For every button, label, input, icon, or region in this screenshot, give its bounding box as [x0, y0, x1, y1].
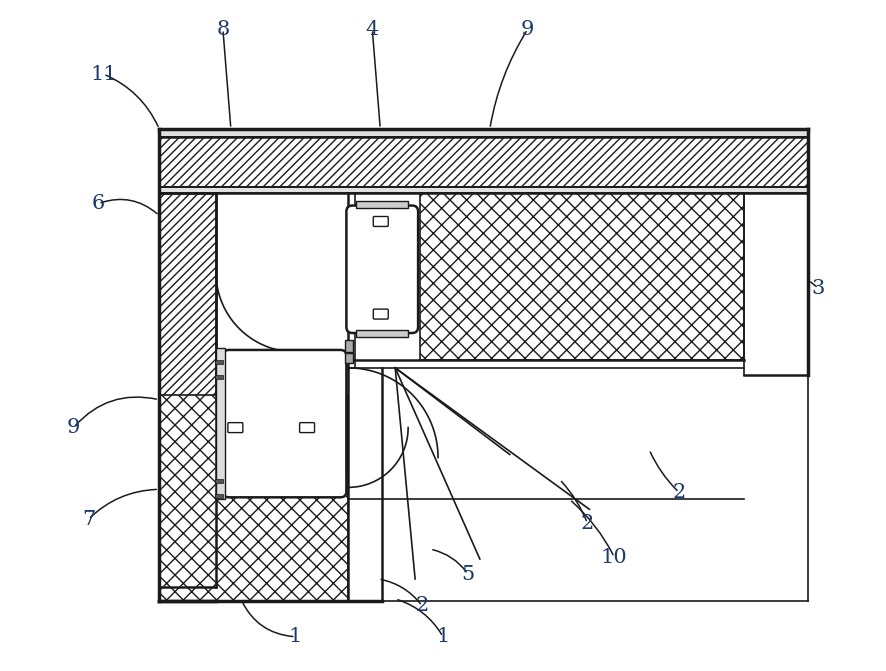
- FancyBboxPatch shape: [346, 205, 418, 333]
- Bar: [215, 375, 223, 379]
- Text: 2: 2: [581, 514, 594, 533]
- Bar: [159, 129, 809, 137]
- FancyBboxPatch shape: [228, 423, 243, 433]
- Bar: [159, 587, 216, 601]
- Bar: [356, 201, 408, 207]
- FancyBboxPatch shape: [299, 423, 315, 433]
- Text: 11: 11: [90, 64, 117, 84]
- Text: 1: 1: [436, 627, 450, 646]
- FancyBboxPatch shape: [373, 309, 388, 319]
- Bar: [346, 340, 354, 352]
- Bar: [216, 348, 225, 499]
- Text: 9: 9: [66, 418, 81, 437]
- Text: 2: 2: [416, 597, 429, 615]
- Bar: [159, 193, 216, 587]
- Text: 10: 10: [601, 548, 627, 566]
- Text: 1: 1: [289, 627, 302, 646]
- Text: 3: 3: [812, 278, 825, 298]
- FancyBboxPatch shape: [373, 217, 388, 226]
- Bar: [215, 360, 223, 364]
- Text: 5: 5: [462, 564, 475, 584]
- Text: 9: 9: [521, 19, 534, 39]
- Bar: [159, 395, 348, 601]
- Bar: [356, 330, 408, 337]
- Text: 8: 8: [216, 19, 229, 39]
- Bar: [159, 187, 809, 193]
- Text: 4: 4: [366, 19, 379, 39]
- Text: 2: 2: [672, 483, 686, 502]
- Text: 7: 7: [82, 510, 95, 529]
- Bar: [159, 137, 809, 187]
- Bar: [420, 193, 743, 360]
- Bar: [215, 479, 223, 483]
- Text: 6: 6: [92, 194, 105, 213]
- FancyBboxPatch shape: [223, 350, 346, 497]
- Bar: [346, 353, 354, 363]
- Bar: [215, 495, 223, 499]
